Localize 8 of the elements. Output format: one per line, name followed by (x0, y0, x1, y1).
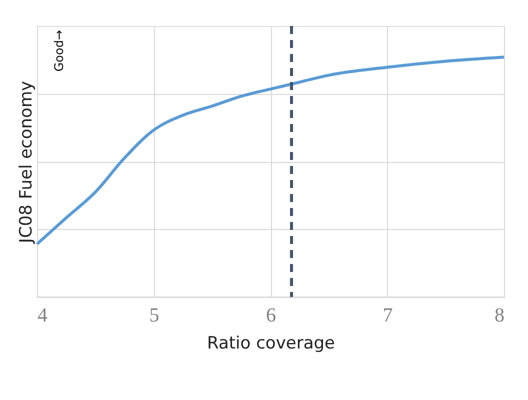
x-axis-title: Ratio coverage (207, 334, 335, 354)
x-tick-label: 4 (38, 304, 48, 326)
y-axis-title: JC08 Fuel economy (16, 80, 36, 244)
annotation: Good→ (52, 30, 66, 72)
x-tick-label: 8 (494, 304, 504, 326)
x-tick-label: 6 (266, 304, 276, 326)
x-tick-label: 7 (382, 304, 393, 326)
x-tick-label: 5 (149, 304, 160, 326)
